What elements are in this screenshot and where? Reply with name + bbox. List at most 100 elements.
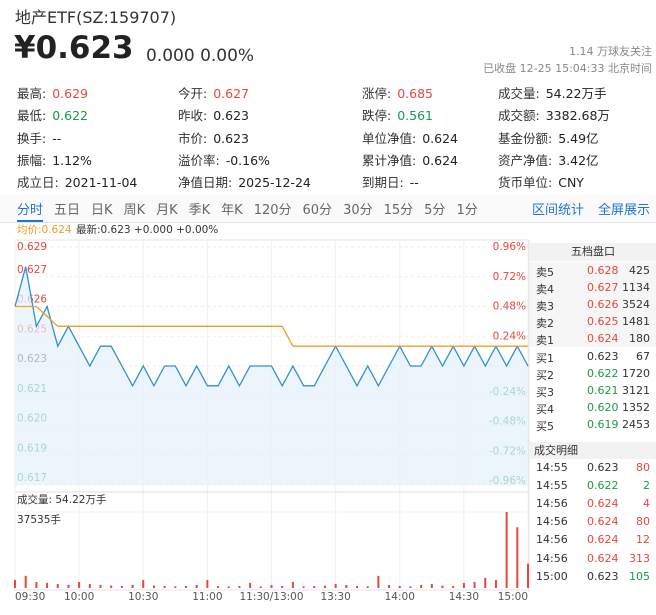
stat-label: 跌停: xyxy=(362,108,392,124)
stat-item: 最低: 0.622 xyxy=(17,105,88,124)
trade-volume: 2 xyxy=(643,479,650,493)
volume-bar xyxy=(227,586,230,588)
tab-bar xyxy=(0,195,656,223)
volume-bar xyxy=(35,581,38,588)
volume-bar xyxy=(430,583,433,588)
trade-price: 0.624 xyxy=(587,533,619,547)
stat-value: 0.623 xyxy=(213,108,250,124)
tab[interactable]: 120分 xyxy=(253,203,292,218)
tab[interactable]: 15分 xyxy=(383,203,414,218)
order-side: 买5 xyxy=(536,419,554,433)
stat-item: 换手: -- xyxy=(17,128,61,147)
order-price: 0.621 xyxy=(587,383,619,397)
order-price: 0.626 xyxy=(587,298,619,312)
order-volume: 3524 xyxy=(622,298,650,312)
x-tick-label: 10:30 xyxy=(128,591,158,603)
y2-tick-label: 0.96% xyxy=(493,241,526,253)
volume-title: 成交量: 54.22万手 xyxy=(17,493,106,506)
stat-value: -0.16% xyxy=(225,152,270,168)
volume-bar xyxy=(238,585,241,588)
volume-bar xyxy=(217,585,220,588)
trades-title: 成交明细 xyxy=(530,442,656,459)
trade-price: 0.623 xyxy=(587,569,619,583)
stat-label: 溢价率: xyxy=(178,152,220,168)
order-side: 买3 xyxy=(536,385,554,399)
trade-volume: 105 xyxy=(629,569,650,583)
tab[interactable]: 季K xyxy=(188,203,211,218)
stat-value: CNY xyxy=(558,175,584,191)
stat-label: 振幅: xyxy=(17,152,47,168)
volume-bar xyxy=(484,577,487,588)
trade-volume: 4 xyxy=(643,497,650,511)
price-area xyxy=(15,266,528,485)
volume-bar xyxy=(110,585,113,588)
order-side: 买1 xyxy=(536,351,554,365)
tab[interactable]: 30分 xyxy=(343,203,373,218)
order-price: 0.623 xyxy=(587,349,619,363)
tab[interactable]: 1分 xyxy=(456,203,478,218)
order-volume: 1352 xyxy=(622,400,650,414)
stat-label: 成交额: xyxy=(498,108,540,124)
trade-time: 14:56 xyxy=(536,551,568,565)
price-line xyxy=(14,266,529,388)
tab[interactable]: 5分 xyxy=(424,203,446,218)
stat-label: 最低: xyxy=(17,108,47,124)
sell-row-bg xyxy=(530,279,656,297)
y2-tick-label: 0.72% xyxy=(493,271,526,283)
tab[interactable]: 月K xyxy=(156,203,178,218)
order-price: 0.627 xyxy=(587,281,619,295)
tab[interactable]: 60分 xyxy=(302,203,333,218)
stat-label: 换手: xyxy=(17,130,47,146)
volume-bar xyxy=(174,586,177,588)
stat-item: 净值日期: 2025-12-24 xyxy=(178,172,311,191)
stat-value: -- xyxy=(52,130,62,146)
trade-price: 0.624 xyxy=(587,515,619,529)
volume-tick-label: 37535手 xyxy=(17,513,61,526)
order-side: 卖5 xyxy=(536,266,554,279)
volume-bar xyxy=(473,581,476,588)
stat-item: 跌停: 0.561 xyxy=(362,105,433,124)
volume-bar xyxy=(409,586,412,588)
trade-price: 0.624 xyxy=(587,497,619,511)
sell-row-bg xyxy=(530,296,656,314)
volume-bar xyxy=(313,585,316,588)
stat-value: 0.685 xyxy=(397,86,434,101)
stat-value: 1.12% xyxy=(52,152,92,168)
stat-item: 昨收: 0.623 xyxy=(178,105,249,124)
x-tick-label: 11:30/13:00 xyxy=(239,591,303,603)
stat-label: 资产净值: xyxy=(498,152,553,168)
stat-value: 0.629 xyxy=(52,86,89,101)
x-tick-label: 09:30 xyxy=(15,591,45,603)
stat-label: 成立日: xyxy=(17,175,59,191)
tool-link[interactable]: 区间统计 xyxy=(531,203,584,218)
tab[interactable]: 分时 xyxy=(17,199,44,222)
tab[interactable]: 周K xyxy=(123,203,146,218)
volume-bar xyxy=(377,575,380,588)
trades: 成交明细 14:55 0.623 80 14:55 0.622 2 14:56 0.624 4 14… xyxy=(530,442,656,592)
sell-row-bg xyxy=(530,330,656,348)
avg-line xyxy=(15,305,528,347)
x-tick-label: 14:00 xyxy=(385,591,415,603)
stat-value: 0.623 xyxy=(213,130,250,146)
order-price: 0.625 xyxy=(587,315,619,329)
order-volume: 67 xyxy=(636,349,650,363)
volume-bar xyxy=(163,585,166,588)
order-volume: 180 xyxy=(629,332,650,346)
trade-time: 14:56 xyxy=(536,533,568,547)
tab[interactable]: 年K xyxy=(221,203,243,218)
order-price: 0.619 xyxy=(587,417,619,431)
volume-bar xyxy=(291,581,294,588)
stock-name: 地产ETF(SZ:159707) xyxy=(15,8,177,27)
tool-link[interactable]: 全屏展示 xyxy=(597,203,650,218)
legend-latest: 最新:0.623 +0.000 +0.00% xyxy=(76,223,218,236)
tab[interactable]: 五日 xyxy=(54,203,81,218)
volume-bar xyxy=(99,584,102,588)
x-tick-label: 11:00 xyxy=(192,591,222,603)
tab[interactable]: 日K xyxy=(91,203,113,218)
volume-bar xyxy=(249,582,252,588)
stat-item: 基金份额: 5.49亿 xyxy=(498,128,599,147)
volume-bar xyxy=(366,586,369,588)
x-tick-label: 10:00 xyxy=(64,591,94,603)
volume-bar xyxy=(388,584,391,588)
stat-value: 0.561 xyxy=(397,108,434,124)
